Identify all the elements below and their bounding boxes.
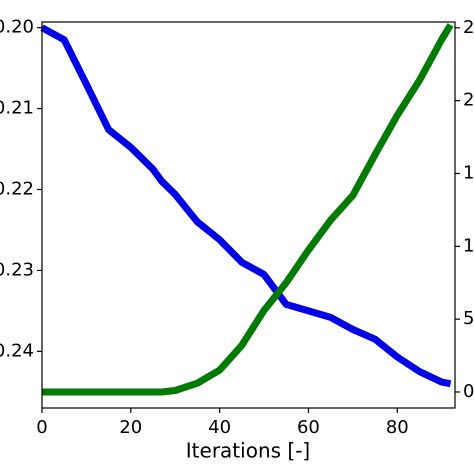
data-line bbox=[42, 23, 454, 396]
y-tick-label: -0.22 bbox=[0, 179, 34, 200]
x-axis-label: Iterations [-] bbox=[186, 439, 310, 463]
y-tick-label: -0.21 bbox=[0, 98, 34, 119]
data-line bbox=[40, 24, 452, 388]
y2-tick-label: 0 bbox=[463, 381, 474, 402]
y2-tick-label: 25 bbox=[463, 17, 474, 38]
x-tick-label: 60 bbox=[297, 417, 320, 438]
y2-tick-label: 10 bbox=[463, 235, 474, 256]
y-tick-label: -0.24 bbox=[0, 340, 34, 361]
x-tick-label: 0 bbox=[36, 417, 47, 438]
x-tick-label: 40 bbox=[208, 417, 231, 438]
y-tick-label: -0.23 bbox=[0, 259, 34, 280]
x-tick-label: 80 bbox=[386, 417, 409, 438]
x-tick-label: 20 bbox=[119, 417, 142, 438]
y2-tick-label: 5 bbox=[463, 308, 474, 329]
y-tick-label: -0.20 bbox=[0, 17, 34, 38]
plot-frame bbox=[41, 21, 456, 409]
y2-tick-label: 15 bbox=[463, 162, 474, 183]
y2-tick-label: 20 bbox=[463, 90, 474, 111]
